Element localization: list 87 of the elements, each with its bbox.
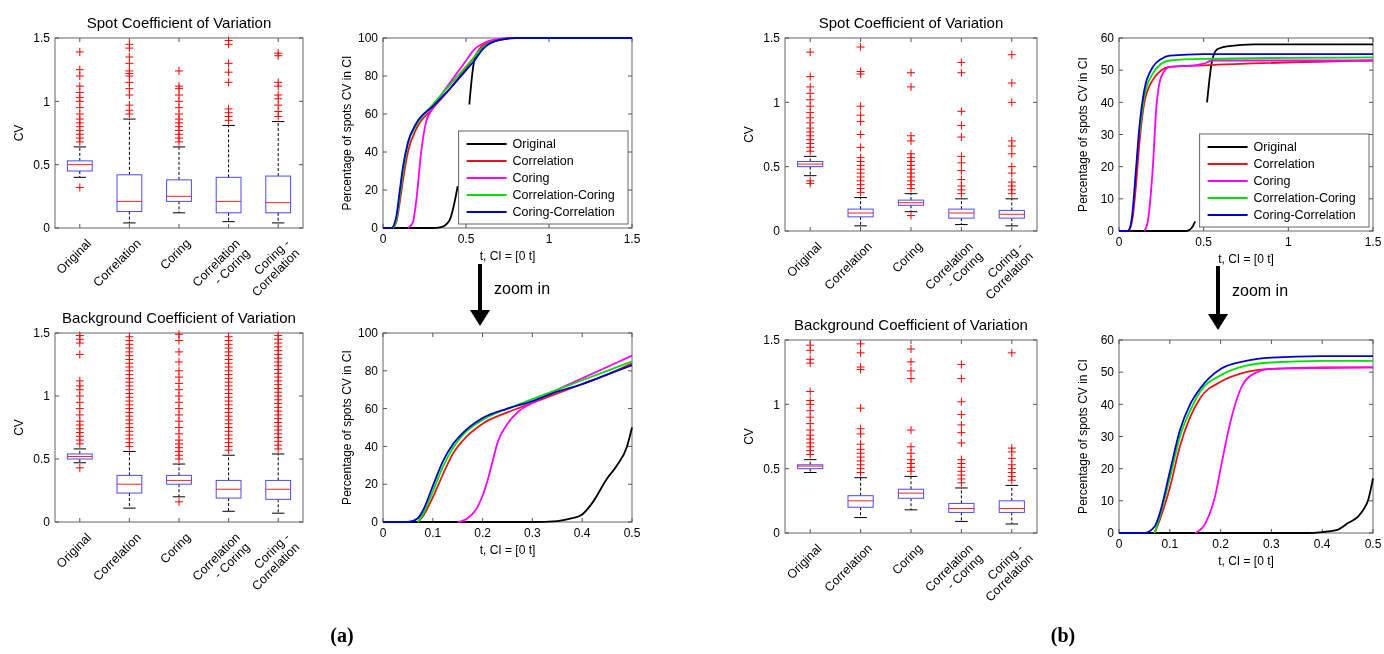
x-tick-label: 0.5 — [457, 232, 475, 246]
y-tick-label: 0.5 — [763, 461, 781, 476]
y-tick-label: 10 — [1100, 494, 1115, 509]
x-axis-title: t, CI = [0 t] — [1218, 554, 1274, 568]
legend-label: Correlation-Coring — [1253, 191, 1356, 206]
y-tick-label: 80 — [364, 364, 379, 378]
x-tick-label: 1.5 — [1364, 235, 1382, 249]
chart-title: Spot Coefficient of Variation — [818, 14, 1004, 31]
y-tick-label: 80 — [364, 69, 379, 84]
y-tick-label: 0.5 — [33, 157, 51, 172]
y-tick-label: 20 — [364, 183, 379, 198]
y-axis-title: CV — [12, 419, 26, 436]
chart-title: Spot Coefficient of Variation — [86, 14, 272, 31]
y-tick-label: 0 — [371, 221, 379, 236]
y-tick-label: 50 — [1100, 365, 1115, 380]
text: zoom in — [1232, 282, 1289, 299]
x-tick-label: 0.5 — [1195, 235, 1213, 249]
y-tick-label: 50 — [1100, 63, 1115, 78]
y-axis-title: Percentage of spots CV in CI — [340, 55, 354, 211]
y-tick-label: 0.5 — [763, 159, 781, 174]
x-tick-label: 0.5 — [623, 526, 641, 540]
y-tick-label: 0 — [43, 221, 51, 236]
line-series — [1194, 366, 1374, 534]
y-tick-label: 1 — [43, 389, 51, 404]
x-axis-title: t, CI = [0 t] — [479, 543, 536, 557]
y-tick-label: 1 — [43, 94, 51, 109]
y-tick-label: 40 — [364, 145, 379, 160]
chart-title: Background Coefficient of Variation — [794, 316, 1028, 333]
legend-label: Coring-Correlation — [512, 205, 615, 220]
y-tick-label: 0 — [371, 515, 379, 530]
y-tick-label: 10 — [1100, 192, 1115, 207]
y-tick-label: 40 — [1100, 95, 1115, 110]
x-tick-label: 1.5 — [623, 232, 641, 246]
text: (a) — [330, 624, 354, 647]
x-tick-label: 0.5 — [1364, 537, 1382, 551]
y-axis-title: CV — [742, 428, 756, 445]
x-tick-label: 1 — [1284, 235, 1292, 249]
legend-label: Original — [512, 137, 556, 152]
x-tick-label: 0.3 — [1263, 537, 1281, 551]
y-tick-label: 60 — [364, 401, 379, 416]
legend-label: Correlation-Coring — [512, 188, 615, 203]
y-tick-label: 40 — [364, 439, 379, 454]
y-tick-label: 20 — [1100, 159, 1115, 174]
y-axis-title: Percentage of spots CV in CI — [1076, 359, 1090, 514]
legend-label: Coring — [512, 171, 550, 186]
legend-label: Coring-Correlation — [1253, 208, 1356, 223]
x-tick-label: 1 — [545, 232, 553, 246]
y-tick-label: 40 — [1100, 397, 1115, 412]
legend-label: Correlation — [512, 154, 574, 169]
legend-label: Original — [1253, 140, 1297, 155]
y-tick-label: 20 — [1100, 461, 1115, 476]
y-tick-label: 60 — [1100, 333, 1115, 348]
y-axis-title: CV — [12, 124, 26, 142]
y-tick-label: 0.5 — [33, 452, 51, 467]
x-tick-label: 0.2 — [474, 526, 492, 540]
y-tick-label: 1 — [773, 95, 781, 110]
legend-label: Coring — [1253, 174, 1291, 189]
line-series — [1118, 355, 1374, 534]
y-tick-label: 1.5 — [763, 333, 781, 348]
x-tick-label: 0.1 — [1161, 537, 1179, 551]
y-tick-label: 1.5 — [33, 326, 51, 341]
text: (b) — [1050, 624, 1076, 647]
legend-label: Correlation — [1253, 157, 1315, 172]
y-tick-label: 30 — [1100, 429, 1115, 444]
y-axis-title: Percentage of spots CV in CI — [340, 350, 354, 505]
text: zoom in — [494, 280, 551, 297]
y-tick-label: 60 — [364, 107, 379, 122]
y-tick-label: 1.5 — [33, 31, 51, 46]
x-axis-title: t, CI = [0 t] — [479, 249, 536, 263]
x-axis-title: t, CI = [0 t] — [1218, 252, 1274, 266]
y-tick-label: 1 — [773, 397, 781, 412]
chart-title: Background Coefficient of Variation — [62, 309, 296, 326]
y-axis-title: Percentage of spots CV in CI — [1076, 57, 1090, 212]
x-tick-label: 0.4 — [573, 526, 591, 540]
y-axis-title: CV — [742, 126, 756, 143]
y-tick-label: 60 — [1100, 31, 1115, 46]
line-series — [456, 354, 633, 523]
x-tick-label: 0.2 — [1212, 537, 1230, 551]
x-tick-label: 0.1 — [424, 526, 442, 540]
x-tick-label: 0.3 — [524, 526, 542, 540]
y-tick-label: 30 — [1100, 127, 1115, 142]
y-tick-label: 100 — [357, 326, 379, 341]
x-tick-label: 0.4 — [1313, 537, 1331, 551]
y-tick-label: 0 — [43, 515, 51, 530]
y-tick-label: 100 — [357, 31, 379, 46]
y-tick-label: 1.5 — [763, 31, 781, 46]
y-tick-label: 20 — [364, 477, 379, 492]
